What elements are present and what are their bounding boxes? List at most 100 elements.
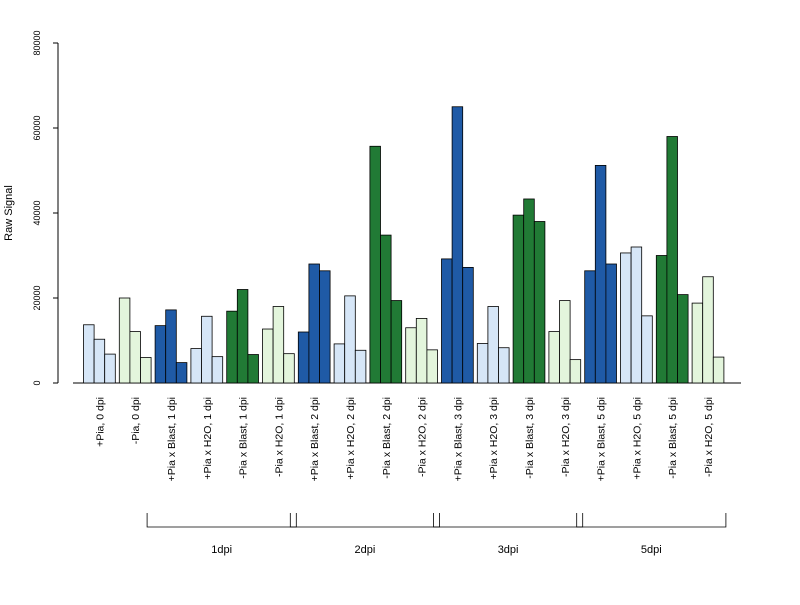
category-label: +Pia x Blast, 5 dpi	[596, 397, 608, 481]
bar	[390, 300, 403, 384]
bar	[487, 306, 499, 384]
bar-cluster	[691, 276, 725, 384]
y-axis: 0 20000 40000 60000 80000	[32, 30, 59, 386]
group-brackets: 1dpi 2dpi 3dpi 5dpi	[146, 513, 727, 556]
bar	[584, 270, 596, 384]
bar	[236, 289, 249, 384]
bar-cluster	[441, 106, 474, 384]
bar	[594, 164, 607, 384]
bar-cluster	[476, 306, 510, 384]
bar	[415, 317, 428, 384]
category-label: -Pia x Blast, 5 dpi	[667, 397, 679, 479]
bar-cluster	[369, 145, 403, 384]
category-label: -Pia x H2O, 5 dpi	[703, 397, 715, 477]
bar-cluster	[154, 309, 188, 384]
bar	[451, 106, 464, 384]
category-label: -Pia x Blast, 3 dpi	[524, 397, 536, 479]
bracket-line	[433, 513, 584, 528]
bar	[283, 353, 295, 384]
category-label: +Pia x H2O, 5 dpi	[631, 397, 643, 480]
bar	[380, 234, 392, 384]
bar	[175, 362, 188, 384]
bar	[702, 276, 714, 384]
y-tick-label: 20000	[32, 285, 42, 310]
group-label: 2dpi	[355, 544, 376, 556]
bar	[226, 310, 238, 384]
group-bracket: 5dpi	[576, 513, 727, 556]
bar	[677, 294, 689, 384]
bar	[559, 300, 571, 384]
category-label: +Pia x Blast, 1 dpi	[166, 397, 178, 481]
category-label: +Pia x H2O, 2 dpi	[345, 397, 357, 480]
bar	[655, 255, 668, 384]
bar	[354, 349, 367, 384]
bar	[344, 295, 356, 384]
bar	[666, 136, 678, 384]
category-label: -Pia, 0 dpi	[130, 397, 142, 444]
group-bracket: 3dpi	[433, 513, 584, 556]
bar-cluster	[405, 317, 438, 384]
category-label: +Pia x H2O, 3 dpi	[488, 397, 500, 480]
bar-cluster	[262, 306, 295, 384]
category-label: -Pia x Blast, 1 dpi	[238, 397, 250, 479]
bar	[118, 297, 131, 384]
bar	[83, 324, 95, 384]
bar	[441, 258, 453, 384]
bar	[426, 349, 438, 384]
group-label: 5dpi	[641, 544, 662, 556]
y-tick-label: 80000	[32, 30, 42, 55]
bar-cluster	[118, 297, 152, 384]
bar-cluster	[584, 164, 617, 384]
bar	[211, 356, 224, 384]
bar	[129, 331, 141, 384]
bar	[548, 331, 560, 384]
bar	[272, 306, 285, 384]
bar	[297, 331, 310, 384]
bracket-line	[146, 513, 297, 528]
bracket-line	[576, 513, 727, 528]
bar-cluster	[83, 324, 116, 384]
bar-cluster	[190, 315, 224, 384]
bar	[691, 302, 704, 384]
bar	[165, 309, 177, 384]
bar	[154, 325, 167, 384]
bar	[201, 315, 213, 384]
bar	[262, 328, 274, 384]
bars	[83, 106, 725, 384]
bar	[104, 353, 116, 384]
y-tick-label: 60000	[32, 115, 42, 140]
bar	[523, 198, 535, 384]
category-label: -Pia x H2O, 1 dpi	[273, 397, 285, 477]
bar	[308, 263, 320, 384]
bar-cluster	[297, 263, 331, 384]
bar	[498, 347, 510, 384]
bar	[569, 359, 582, 384]
bar-cluster	[620, 246, 653, 384]
group-label: 3dpi	[498, 544, 519, 556]
bar	[712, 356, 725, 384]
bar	[93, 338, 106, 384]
bar	[476, 343, 489, 384]
y-tick-label: 40000	[32, 200, 42, 225]
bar-cluster	[226, 289, 259, 384]
category-label: +Pia, 0 dpi	[94, 397, 106, 447]
category-label: -Pia x Blast, 2 dpi	[381, 397, 393, 479]
bar	[247, 354, 259, 384]
bar	[630, 246, 643, 384]
bar-cluster	[655, 136, 689, 384]
bar	[641, 315, 653, 384]
bar-cluster	[333, 295, 367, 384]
bar	[620, 252, 632, 384]
bar	[512, 214, 525, 384]
y-axis-title: Raw Signal	[3, 185, 15, 241]
bar	[462, 266, 474, 384]
category-label: +Pia x Blast, 3 dpi	[452, 397, 464, 481]
y-tick-label: 0	[32, 380, 42, 385]
bar	[369, 145, 381, 384]
category-label: -Pia x H2O, 3 dpi	[560, 397, 572, 477]
bracket-line	[289, 513, 440, 528]
bar	[190, 348, 202, 384]
category-label: -Pia x H2O, 2 dpi	[417, 397, 429, 477]
group-label: 1dpi	[211, 544, 232, 556]
